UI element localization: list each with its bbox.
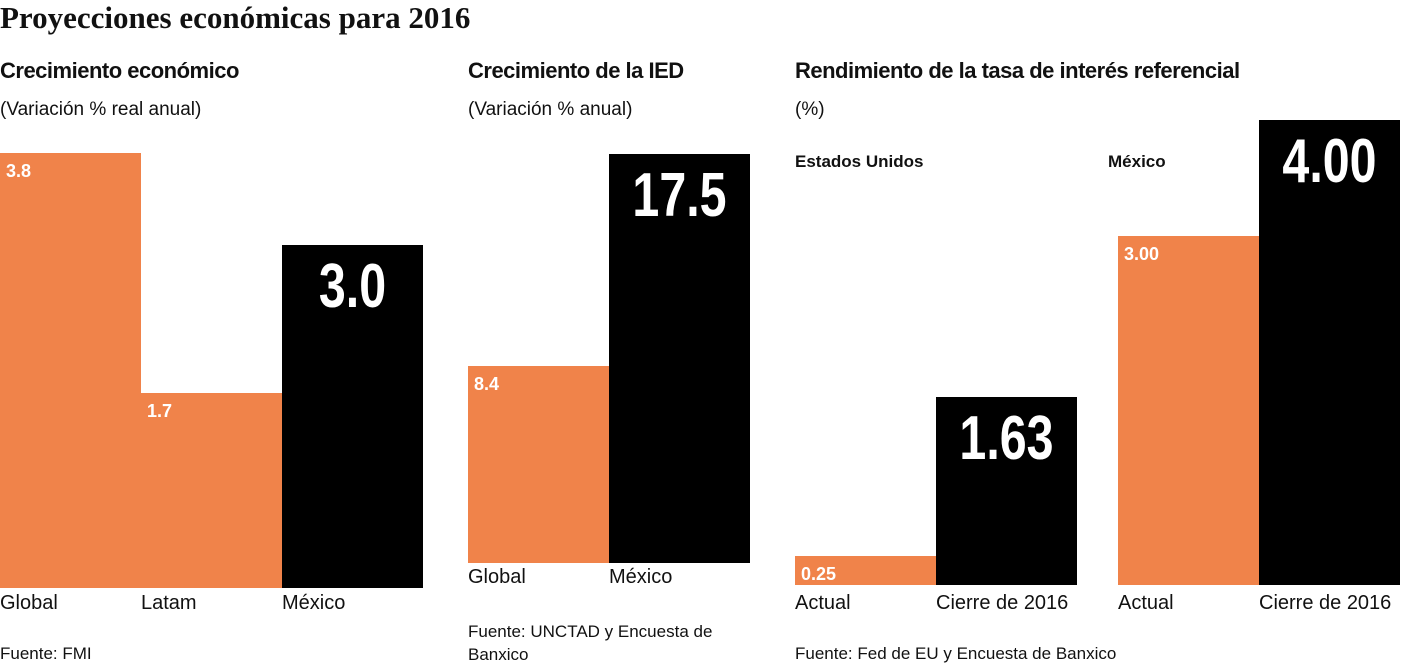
chart-subtitle: (%) xyxy=(795,99,825,120)
source-note: Fuente: Fed de EU y Encuesta de Banxico xyxy=(795,644,1117,663)
value-label: 3.00 xyxy=(1124,244,1160,265)
x-tick-label: Global xyxy=(0,592,58,614)
x-tick-label: Latam xyxy=(141,592,197,614)
value-label: 1.7 xyxy=(147,401,173,422)
source-note: Fuente: FMI xyxy=(0,644,92,663)
x-tick-label: Actual xyxy=(1118,592,1174,614)
value-label: 4.00 xyxy=(1282,126,1377,196)
chart-subtitle: (Variación % real anual) xyxy=(0,99,202,120)
panel-label: Estados Unidos xyxy=(795,152,924,171)
x-tick-label: México xyxy=(609,566,673,588)
bar xyxy=(141,393,282,588)
chart-subtitle: (Variación % anual) xyxy=(468,99,633,120)
source-note: Fuente: UNCTAD y Encuesta de Banxico xyxy=(468,622,713,664)
value-label: 8.4 xyxy=(474,374,500,395)
x-tick-label: Cierre de 2016 xyxy=(936,592,1069,614)
value-label: 3.0 xyxy=(318,251,387,321)
panel-label: México xyxy=(1108,152,1166,171)
x-tick-label: Global xyxy=(468,566,526,588)
value-label: 17.5 xyxy=(632,160,727,230)
bar xyxy=(0,152,141,588)
chart-title: Crecimiento económico xyxy=(0,58,239,83)
chart-title: Rendimiento de la tasa de interés refere… xyxy=(795,58,1240,83)
value-label: 1.63 xyxy=(959,404,1054,474)
x-tick-label: Cierre de 2016 xyxy=(1259,592,1392,614)
bar xyxy=(282,244,423,588)
value-label: 0.25 xyxy=(801,564,837,585)
bar xyxy=(1118,236,1259,585)
bar xyxy=(795,556,936,585)
bar xyxy=(609,153,750,563)
x-tick-label: México xyxy=(282,592,346,614)
value-label: 3.8 xyxy=(6,160,32,181)
x-tick-label: Actual xyxy=(795,592,851,614)
bar xyxy=(468,366,609,563)
bar xyxy=(936,397,1077,585)
bar xyxy=(1259,119,1400,585)
chart-title: Crecimiento de la IED xyxy=(468,58,684,83)
main-title: Proyecciones económicas para 2016 xyxy=(0,0,471,35)
